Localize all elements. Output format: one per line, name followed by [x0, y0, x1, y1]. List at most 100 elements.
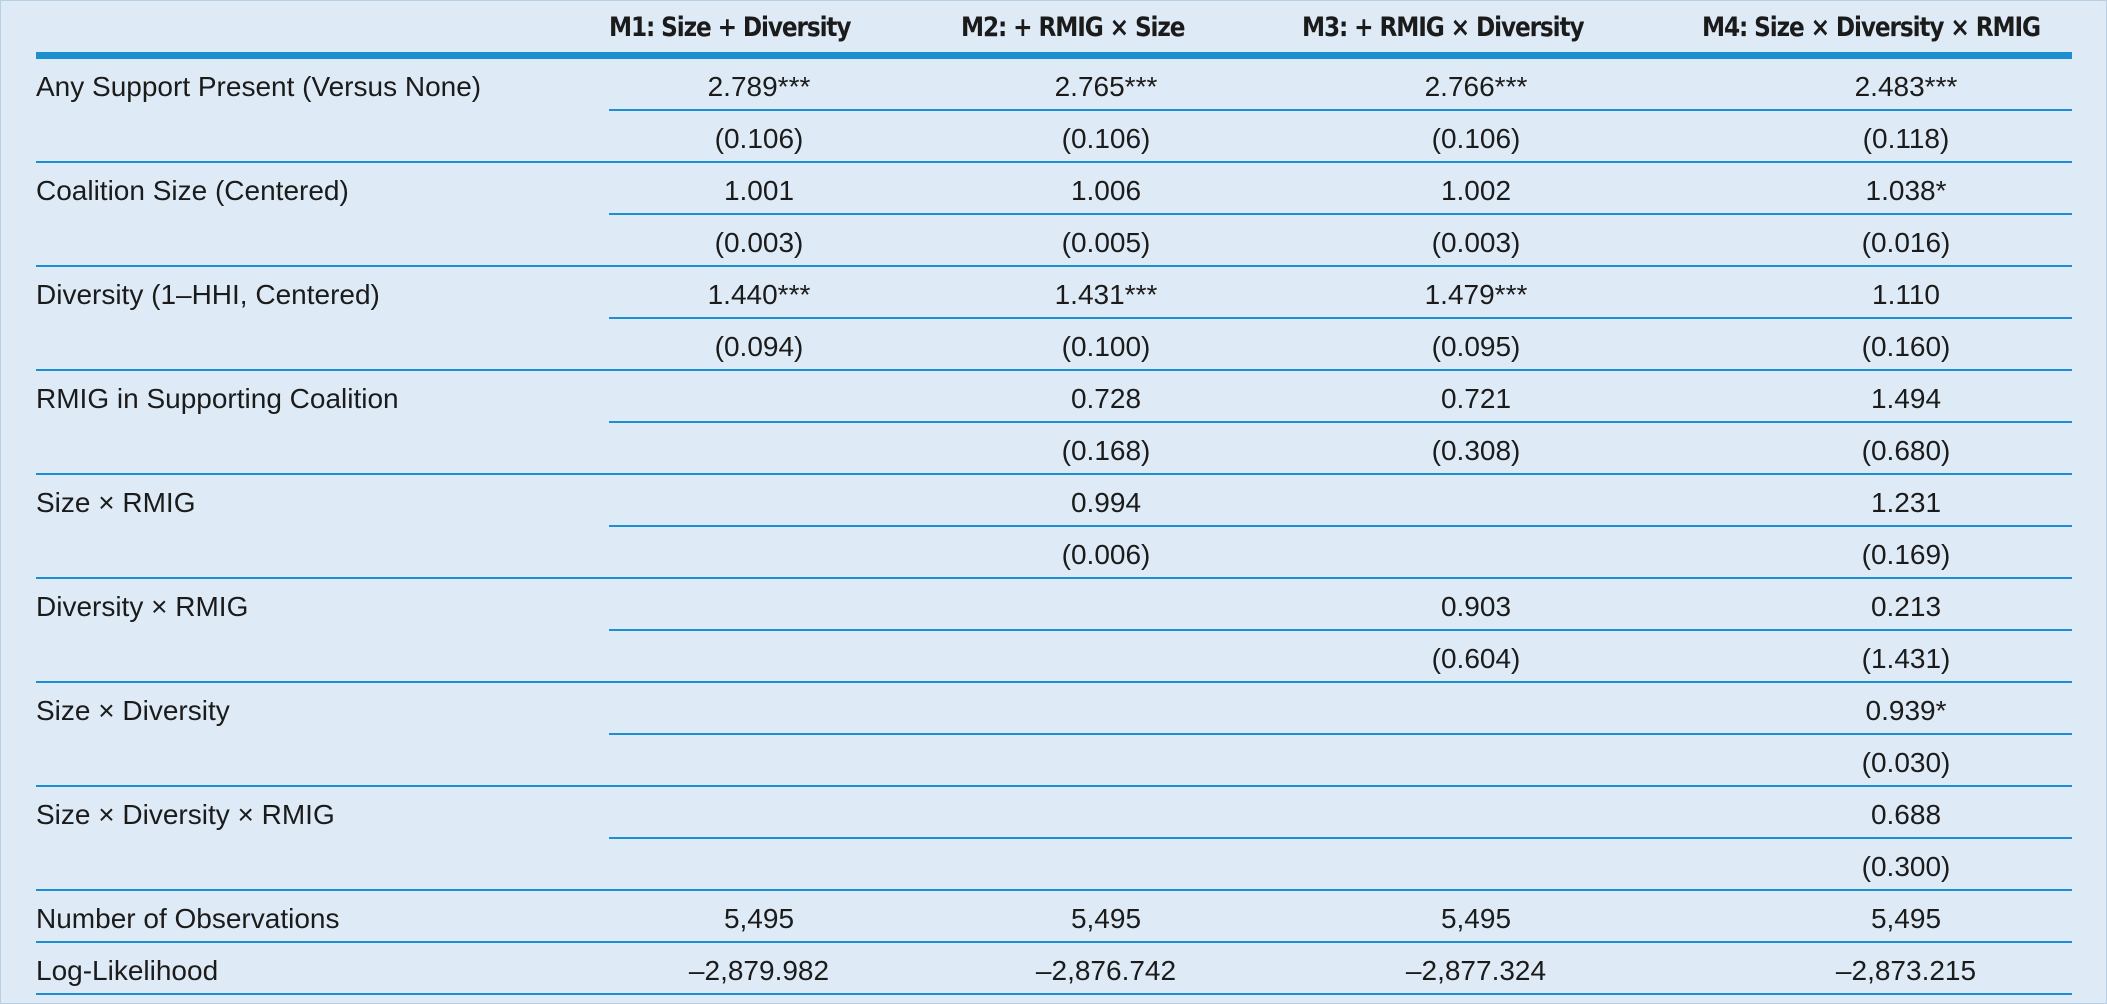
row-label: Size × Diversity — [36, 695, 230, 726]
coefficient-cell: 1.006 — [1070, 175, 1142, 206]
row-label: Diversity (1–HHI, Centered) — [36, 279, 380, 310]
table-row: Any Support Present (Versus None) 2.789**… — [36, 59, 2072, 111]
table-row: (0.168) (0.308) (0.680) — [36, 423, 2072, 475]
standard-error-cell: (0.003) — [714, 227, 804, 258]
row-divider — [609, 733, 2072, 735]
row-divider — [36, 577, 2072, 579]
standard-error-cell: (0.106) — [1061, 123, 1151, 154]
table-row: Size × Diversity × RMIG 0.688 — [36, 787, 2072, 839]
coefficient-cell: 1.002 — [1440, 175, 1512, 206]
coefficient-cell: 1.431*** — [1054, 279, 1158, 310]
table-header: M1: Size + Diversity M2: + RMIG × Size M… — [36, 0, 2072, 59]
standard-error-cell: (0.094) — [714, 331, 804, 362]
standard-error-cell: (0.095) — [1431, 331, 1521, 362]
coefficient-cell: 0.994 — [1070, 487, 1142, 518]
row-divider — [609, 525, 2072, 527]
row-label: Diversity × RMIG — [36, 591, 249, 622]
table-row: Number of Observations 5,495 5,495 5,495 5,4… — [36, 891, 2072, 943]
column-header-m4: M4: Size × Diversity × RMIG — [1702, 12, 2041, 43]
standard-error-cell: (0.005) — [1061, 227, 1151, 258]
standard-error-cell: (0.308) — [1431, 435, 1521, 466]
regression-table: M1: Size + Diversity M2: + RMIG × Size M… — [36, 0, 2072, 995]
row-divider — [36, 785, 2072, 787]
standard-error-cell: (0.100) — [1061, 331, 1151, 362]
standard-error-cell: (0.160) — [1861, 331, 1951, 362]
statistic-cell: 5,495 — [1070, 903, 1142, 934]
row-divider — [36, 265, 2072, 267]
row-label: Log-Likelihood — [36, 955, 219, 986]
statistic-cell: –2,876.742 — [1035, 955, 1177, 986]
coefficient-cell: 1.231 — [1870, 487, 1942, 518]
table-body: Any Support Present (Versus None) 2.789**… — [36, 59, 2072, 995]
coefficient-cell: 1.038* — [1865, 175, 1947, 206]
row-label: Coalition Size (Centered) — [36, 175, 349, 206]
standard-error-cell: (0.168) — [1061, 435, 1151, 466]
row-divider — [36, 681, 2072, 683]
statistic-cell: –2,877.324 — [1405, 955, 1547, 986]
statistic-cell: 5,495 — [723, 903, 795, 934]
table-row: (0.030) — [36, 735, 2072, 787]
coefficient-cell: 1.479*** — [1424, 279, 1528, 310]
standard-error-cell: (0.680) — [1861, 435, 1951, 466]
table-row: (0.006) (0.169) — [36, 527, 2072, 579]
standard-error-cell: (0.169) — [1861, 539, 1951, 570]
coefficient-cell: 1.494 — [1870, 383, 1942, 414]
table-row: Diversity (1–HHI, Centered) 1.440*** 1.431… — [36, 267, 2072, 319]
table-row: Log-Likelihood –2,879.982 –2,876.742 –2,877… — [36, 943, 2072, 995]
table-row: Size × Diversity 0.939* — [36, 683, 2072, 735]
table-row: RMIG in Supporting Coalition 0.728 0.721 1.… — [36, 371, 2072, 423]
row-divider — [36, 473, 2072, 475]
row-divider — [609, 837, 2072, 839]
table-row: (0.094) (0.100) (0.095) (0.160) — [36, 319, 2072, 371]
coefficient-cell: 0.728 — [1070, 383, 1142, 414]
standard-error-cell: (0.003) — [1431, 227, 1521, 258]
coefficient-cell: 1.001 — [723, 175, 795, 206]
row-divider — [609, 213, 2072, 215]
row-divider — [36, 369, 2072, 371]
table-row: (0.003) (0.005) (0.003) (0.016) — [36, 215, 2072, 267]
standard-error-cell: (0.106) — [714, 123, 804, 154]
table-row: Diversity × RMIG 0.903 0.213 — [36, 579, 2072, 631]
row-divider — [36, 889, 2072, 891]
row-divider — [609, 629, 2072, 631]
standard-error-cell: (0.118) — [1862, 123, 1950, 154]
row-divider — [36, 161, 2072, 163]
row-label: Size × RMIG — [36, 487, 196, 518]
coefficient-cell: 2.766*** — [1424, 71, 1528, 102]
standard-error-cell: (0.300) — [1861, 851, 1951, 882]
column-header-m1: M1: Size + Diversity — [609, 12, 852, 43]
statistic-cell: –2,879.982 — [688, 955, 830, 986]
standard-error-cell: (0.604) — [1431, 643, 1521, 674]
row-divider — [609, 109, 2072, 111]
coefficient-cell: 2.483*** — [1854, 71, 1958, 102]
row-divider — [609, 421, 2072, 423]
table-row: (0.604) (1.431) — [36, 631, 2072, 683]
coefficient-cell: 2.789*** — [707, 71, 811, 102]
coefficient-cell: 0.721 — [1440, 383, 1512, 414]
table-row: Size × RMIG 0.994 1.231 — [36, 475, 2072, 527]
standard-error-cell: (0.006) — [1061, 539, 1151, 570]
standard-error-cell: (0.030) — [1861, 747, 1951, 778]
row-label: Number of Observations — [36, 903, 340, 934]
row-label: RMIG in Supporting Coalition — [36, 383, 399, 414]
statistic-cell: 5,495 — [1440, 903, 1512, 934]
standard-error-cell: (0.016) — [1861, 227, 1951, 258]
table-row: (0.106) (0.106) (0.106) (0.118) — [36, 111, 2072, 163]
coefficient-cell: 0.213 — [1870, 591, 1942, 622]
statistic-cell: –2,873.215 — [1835, 955, 1977, 986]
row-divider — [36, 941, 2072, 943]
coefficient-cell: 1.440*** — [707, 279, 811, 310]
coefficient-cell: 0.939* — [1865, 695, 1947, 726]
header-rule — [36, 52, 2072, 59]
row-label: Size × Diversity × RMIG — [36, 799, 335, 830]
coefficient-cell: 0.688 — [1870, 799, 1942, 830]
coefficient-cell: 2.765*** — [1054, 71, 1158, 102]
standard-error-cell: (0.106) — [1431, 123, 1521, 154]
standard-error-cell: (1.431) — [1861, 643, 1951, 674]
column-header-m2: M2: + RMIG × Size — [961, 12, 1186, 43]
statistic-cell: 5,495 — [1870, 903, 1942, 934]
table-row: Coalition Size (Centered) 1.001 1.006 1.002… — [36, 163, 2072, 215]
row-label: Any Support Present (Versus None) — [36, 71, 482, 102]
row-divider — [36, 993, 2072, 995]
row-divider — [609, 317, 2072, 319]
